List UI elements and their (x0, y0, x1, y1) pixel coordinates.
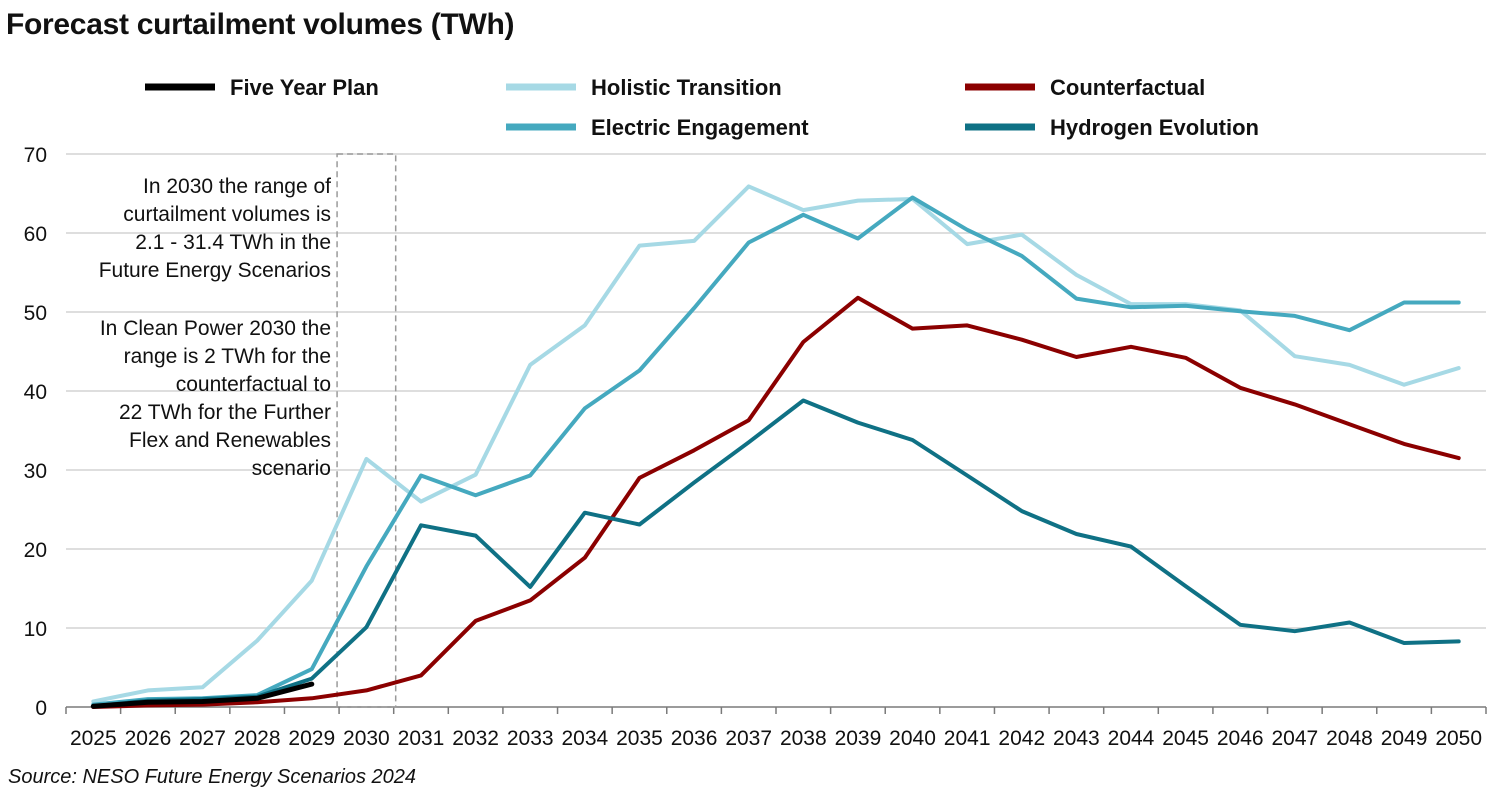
annotation-line: 22 TWh for the Further (119, 401, 331, 424)
annotation-line: Flex and Renewables (129, 429, 331, 452)
annotation-line: counterfactual to (176, 373, 331, 396)
x-tick-label: 2040 (889, 727, 936, 750)
y-tick-label: 0 (35, 697, 47, 720)
x-tick-label: 2048 (1326, 727, 1373, 750)
legend-label-five-year-plan: Five Year Plan (230, 75, 379, 100)
x-tick-label: 2042 (998, 727, 1045, 750)
x-tick-label: 2028 (234, 727, 281, 750)
annotation-line: range is 2 TWh for the (124, 345, 331, 368)
series-line-hydrogen-evolution (91, 398, 1461, 709)
annotation-line: In 2030 the range of (143, 175, 331, 198)
x-tick-label: 2035 (616, 727, 663, 750)
x-tick-label: 2036 (671, 727, 718, 750)
annotation-line: 2.1 - 31.4 TWh in the (135, 231, 331, 254)
y-tick-label: 60 (24, 223, 47, 246)
x-tick-label: 2045 (1162, 727, 1209, 750)
x-tick-label: 2043 (1053, 727, 1100, 750)
legend-label-electric-engagement: Electric Engagement (591, 115, 809, 140)
series-line-counterfactual (91, 295, 1461, 709)
annotation-line: Future Energy Scenarios (99, 259, 331, 282)
series-line-electric-engagement (91, 195, 1461, 707)
series-lines (90, 184, 1461, 709)
x-tick-label: 2027 (179, 727, 226, 750)
y-tick-label: 20 (24, 539, 47, 562)
x-tick-label: 2030 (343, 727, 390, 750)
annotation-line: curtailment volumes is (123, 203, 331, 226)
x-tick-label: 2029 (288, 727, 335, 750)
x-tick-label: 2026 (125, 727, 172, 750)
y-tick-label: 30 (24, 460, 47, 483)
y-tick-label: 50 (24, 302, 47, 325)
legend-label-counterfactual: Counterfactual (1050, 75, 1205, 100)
x-tick-label: 2031 (398, 727, 445, 750)
x-tick-label: 2038 (780, 727, 827, 750)
x-tick-label: 2041 (944, 727, 991, 750)
legend-label-holistic-transition: Holistic Transition (591, 75, 782, 100)
legend: Five Year Plan Holistic Transition Counter… (145, 75, 1259, 140)
x-tick-label: 2033 (507, 727, 554, 750)
x-tick-label: 2039 (835, 727, 882, 750)
x-tick-label: 2050 (1435, 727, 1482, 750)
source-note: Source: NESO Future Energy Scenarios 202… (8, 766, 416, 788)
y-tick-label: 40 (24, 381, 47, 404)
x-tick-label: 2049 (1381, 727, 1428, 750)
annotation-text: In 2030 the range of curtailment volumes … (99, 175, 331, 480)
y-tick-label: 70 (24, 144, 47, 167)
x-tick-label: 2044 (1108, 727, 1155, 750)
highlight-2030-box (336, 153, 397, 708)
x-tick-label: 2047 (1271, 727, 1318, 750)
x-tick-label: 2037 (725, 727, 772, 750)
highlight-box (336, 153, 397, 708)
y-tick-label: 10 (24, 618, 47, 641)
x-tick-label: 2025 (70, 727, 117, 750)
chart-title: Forecast curtailment volumes (TWh) (6, 8, 515, 41)
legend-label-hydrogen-evolution: Hydrogen Evolution (1050, 115, 1259, 140)
gridlines (66, 153, 1486, 629)
annotation-line: scenario (252, 457, 331, 480)
x-tick-label: 2046 (1217, 727, 1264, 750)
x-tick-label: 2032 (452, 727, 499, 750)
x-tick-label: 2034 (561, 727, 608, 750)
series-line-five-year-plan (90, 681, 315, 709)
annotation-line: In Clean Power 2030 the (100, 317, 331, 340)
